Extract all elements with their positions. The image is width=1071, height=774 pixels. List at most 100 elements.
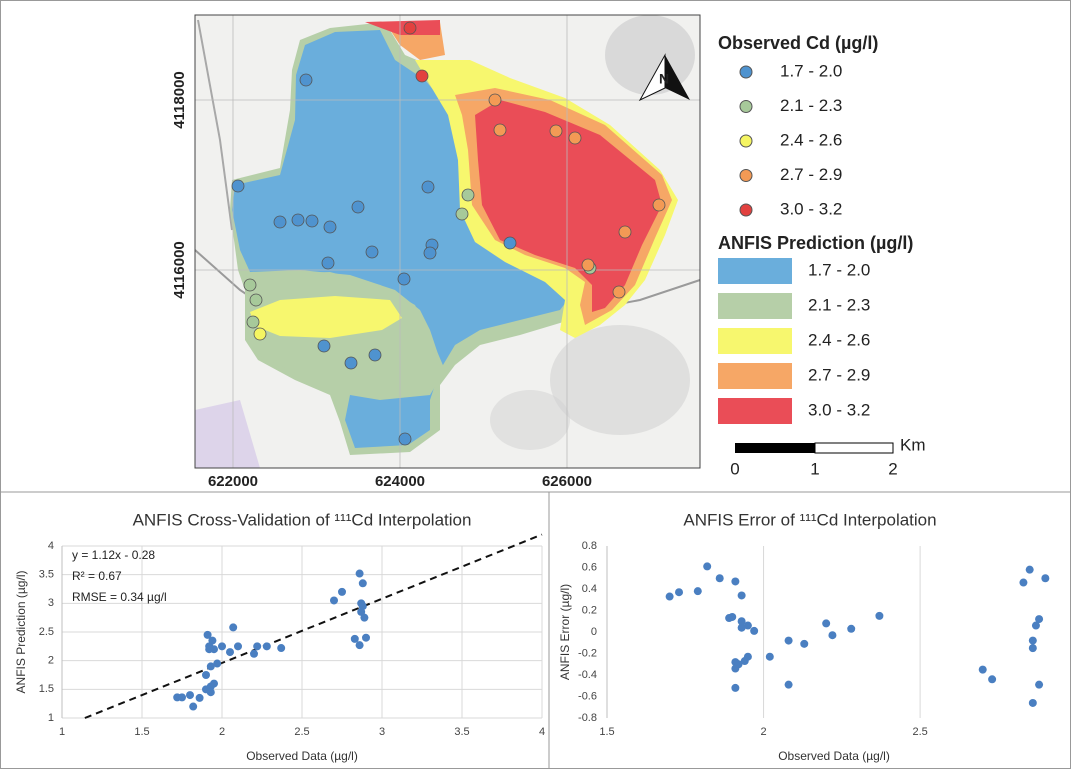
observed-point	[461, 188, 475, 202]
x-axis-label: Observed Data (µg/l)	[246, 749, 358, 763]
scale-bar	[735, 443, 815, 453]
scatter-point	[202, 671, 210, 679]
north-arrow	[638, 53, 690, 102]
legend-label: 3.0 - 3.2	[808, 400, 870, 419]
map-grid	[195, 15, 700, 468]
scatter-point	[350, 634, 359, 643]
hillshade	[490, 390, 570, 450]
scatter-point	[330, 596, 338, 605]
annotation: R² = 0.67	[72, 569, 122, 583]
observed-point	[317, 339, 331, 353]
zone-3.0-3.2	[475, 100, 662, 312]
x-axis-label: Observed Data (µg/l)	[778, 749, 890, 763]
zone-3.0-3.2	[365, 20, 440, 35]
scatter-point	[728, 612, 737, 621]
scatter-point	[213, 659, 222, 668]
observed-points	[231, 21, 666, 446]
legend: Observed Cd (µg/l) ANFIS Prediction (µg/…	[718, 33, 926, 478]
legend-symbol	[739, 169, 753, 182]
observed-point	[549, 124, 563, 138]
observed-point	[568, 131, 582, 145]
observed-point	[243, 278, 257, 292]
scatter-point	[734, 660, 743, 669]
legend-symbol	[739, 65, 753, 79]
scatter-point	[210, 645, 218, 654]
observed-point	[493, 123, 507, 137]
scatter-point	[206, 662, 215, 671]
y-tick-label: 0.4	[582, 583, 597, 595]
observed-point	[415, 69, 429, 83]
scatter-point	[206, 688, 215, 697]
legend-label: 3.0 - 3.2	[780, 199, 842, 218]
scatter-point	[189, 702, 198, 711]
scatter-point	[262, 642, 271, 651]
scatter-point	[765, 652, 774, 661]
chart: ANFIS Error of ¹¹¹Cd Interpolation 1.5 2 2.…	[558, 510, 1050, 763]
scatter-point	[208, 636, 217, 645]
chart-title: ANFIS Error of ¹¹¹Cd Interpolation	[683, 510, 936, 529]
map: 622000 624000 626000 4118000 4116000	[171, 14, 701, 490]
scatter-point	[277, 644, 286, 653]
scatter-point	[828, 631, 837, 640]
scatter-point	[988, 675, 997, 684]
legend-label: 1.7 - 2.0	[808, 260, 870, 279]
scale-label: 1	[810, 459, 819, 478]
scatter-point	[338, 587, 346, 596]
legend-label: 2.7 - 2.9	[780, 165, 842, 184]
map-y-tick: 4118000	[171, 71, 188, 129]
scatter-point	[731, 577, 740, 586]
observed-point	[403, 21, 417, 35]
chart-title: ANFIS Cross-Validation of ¹¹¹Cd Interpol…	[133, 510, 472, 529]
scale-bar	[814, 442, 894, 454]
y-tick-label: 1.5	[39, 683, 54, 695]
scatter-point	[1028, 644, 1037, 653]
scale-label: 2	[888, 459, 897, 478]
scatter-point	[1041, 574, 1050, 583]
observed-point	[368, 348, 382, 362]
y-axis-label: ANFIS Prediction (µg/l)	[14, 571, 28, 694]
x-tick-label: 3.5	[454, 726, 469, 738]
map-x-tick: 626000	[542, 473, 592, 490]
scatter-point	[875, 611, 884, 620]
legend-swatch	[718, 328, 792, 354]
scatter-point	[737, 617, 746, 626]
y-tick-label: -0.8	[578, 712, 597, 724]
scatter-point	[715, 574, 724, 583]
observed-point	[291, 213, 305, 227]
y-tick-label: -0.4	[578, 669, 597, 681]
scatter-point	[355, 641, 364, 650]
observed-point	[455, 207, 469, 221]
scatter-point	[978, 665, 987, 674]
scatter-point	[250, 649, 258, 658]
scatter-point	[358, 602, 367, 611]
chart: ANFIS Cross-Validation of ¹¹¹Cd Interpol…	[14, 510, 545, 763]
x-tick-label: 2.5	[912, 726, 927, 738]
scatter-point	[703, 562, 712, 571]
legend-title: ANFIS Prediction (µg/l)	[718, 233, 913, 253]
scatter-point	[229, 623, 238, 632]
scatter-point	[800, 639, 809, 648]
scatter-point	[737, 591, 746, 600]
scatter-point	[203, 630, 212, 639]
north-arrow-shape	[638, 53, 666, 102]
y-axis-label: ANFIS Error (µg/l)	[558, 584, 572, 680]
scatter-point	[675, 588, 684, 597]
scatter-point	[665, 592, 674, 601]
scatter-point	[1035, 615, 1044, 624]
observed-point	[581, 258, 595, 272]
observed-point	[503, 236, 517, 250]
scatter-point	[360, 613, 369, 622]
observed-point	[398, 432, 412, 446]
observed-point	[612, 285, 626, 299]
x-tick-label: 3	[379, 726, 385, 738]
scatter-point	[784, 680, 793, 689]
x-tick-label: 2	[760, 726, 766, 738]
y-tick-label: 1	[48, 712, 54, 724]
annotation: y = 1.12x - 0.28	[72, 548, 155, 562]
scatter-point	[253, 642, 262, 651]
scatter-point	[822, 619, 831, 628]
legend-swatch	[718, 398, 792, 424]
y-tick-label: 0.6	[582, 561, 597, 573]
y-tick-label: 3.5	[39, 569, 54, 581]
map-x-tick: 624000	[375, 473, 425, 490]
